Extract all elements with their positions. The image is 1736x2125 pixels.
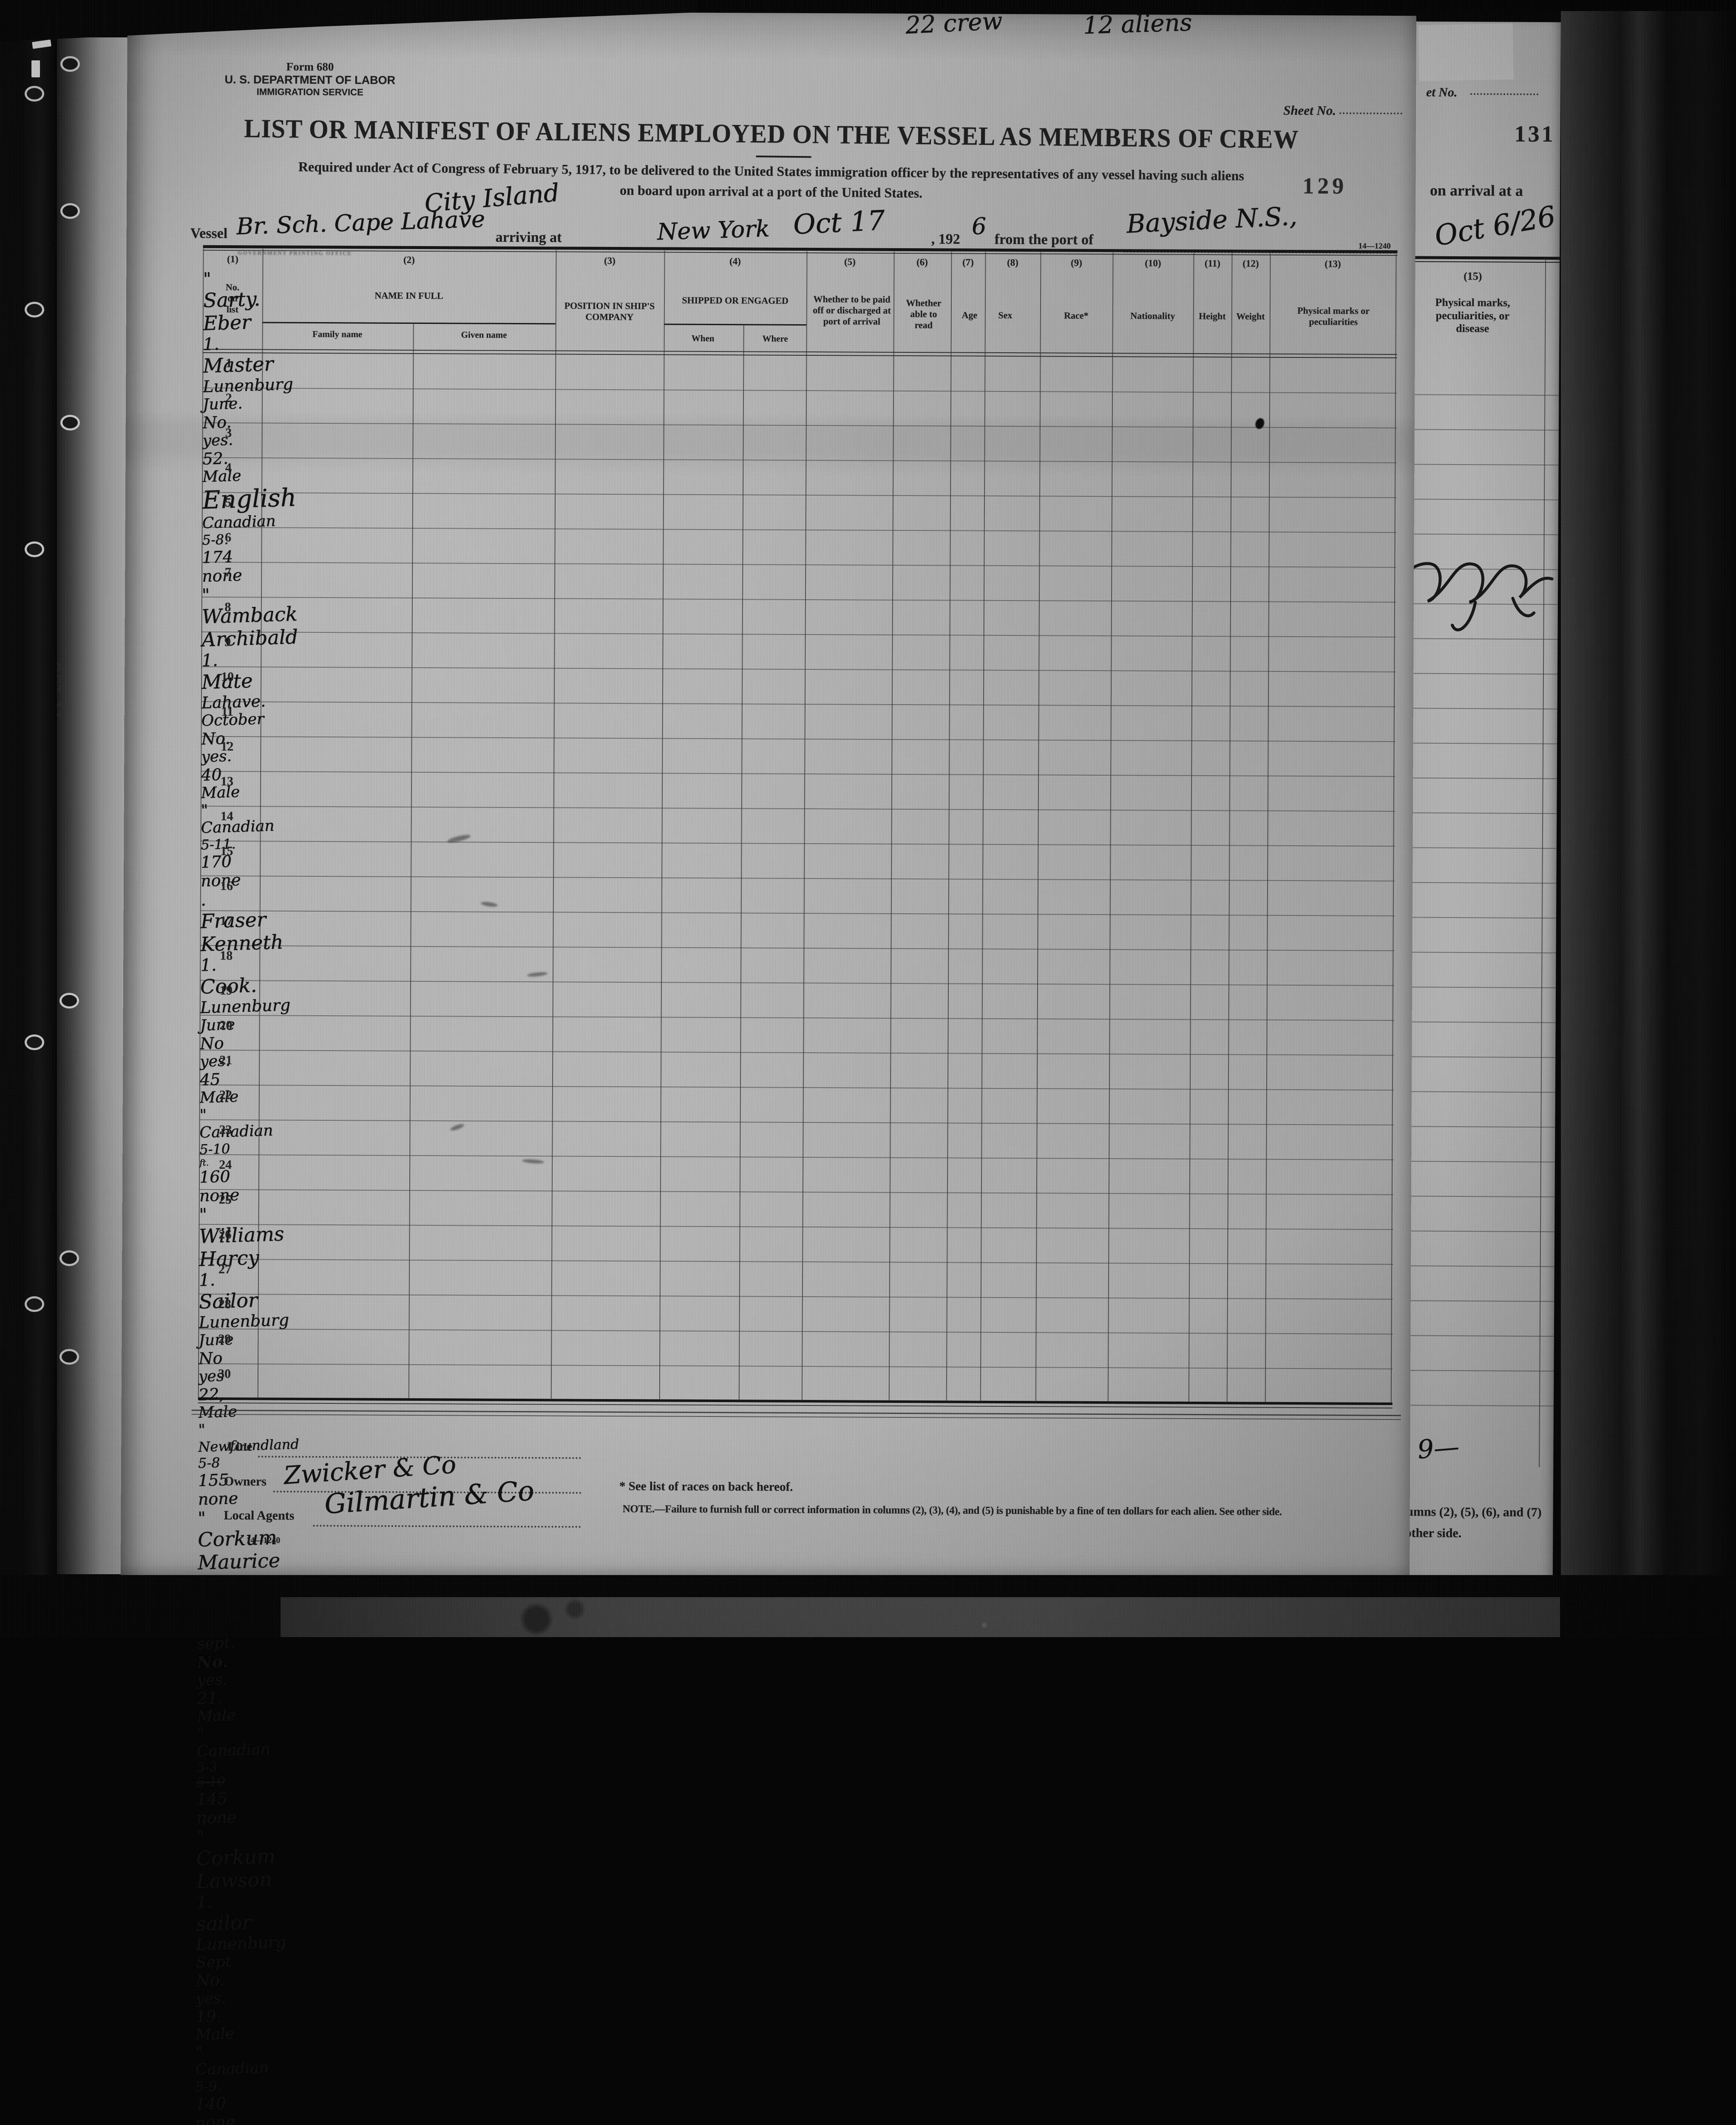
binder-hole	[60, 1349, 79, 1365]
binder-hole	[60, 993, 79, 1009]
vessel-name-handwritten: Br. Sch. Cape Lahave	[235, 205, 485, 240]
title-underline	[756, 156, 811, 158]
sheet-no-line	[1339, 112, 1402, 115]
row-number: 9	[224, 635, 231, 649]
row-number: 19	[219, 983, 233, 998]
service-name: IMMIGRATION SERVICE	[256, 86, 363, 98]
from-port-handwritten: Bayside N.S.,	[1126, 201, 1298, 239]
owners-label: Owners	[224, 1474, 267, 1489]
binder-hole	[25, 86, 44, 102]
arrival-date-handwritten: Oct 17	[792, 205, 886, 241]
row-number: 15	[220, 844, 233, 858]
row-number: 30	[218, 1366, 231, 1381]
film-edge-left	[0, 0, 57, 1637]
binder-hole	[60, 56, 80, 72]
row-number: 21	[219, 1053, 233, 1068]
plate-code-bottom: 14—1240	[246, 1536, 281, 1545]
page-number-stamp-129: 129	[1302, 173, 1347, 199]
crew-count-right: 12 aliens	[1083, 8, 1193, 40]
binder-hole	[25, 541, 44, 557]
year-digit-handwritten: 6	[971, 212, 987, 240]
line-label: Line	[227, 1439, 252, 1454]
binder-hole	[60, 415, 80, 431]
row-number: 26	[218, 1227, 232, 1242]
row-number: 14	[220, 809, 233, 824]
row-number: 10	[221, 669, 234, 684]
arriving-at-label: arriving at	[495, 229, 562, 246]
row-number: 16	[220, 878, 233, 893]
binder-hole	[25, 1034, 44, 1050]
binder-hole	[60, 203, 80, 219]
sheet-no-label: Sheet No.	[1283, 102, 1336, 118]
row-number: 8	[224, 600, 231, 615]
row-number: 11	[221, 704, 234, 719]
page-title: LIST OR MANIFEST OF ALIENS EMPLOYED ON T…	[244, 114, 1299, 154]
form-number: Form 680	[286, 60, 334, 74]
row-number: 20	[219, 1018, 233, 1033]
row-number: 29	[218, 1332, 231, 1346]
row-number: 4	[225, 461, 232, 475]
row-number: 2	[225, 391, 232, 405]
row-number: 23	[219, 1122, 232, 1137]
form-id-block: Form 680 U. S. DEPARTMENT OF LABOR IMMIG…	[191, 60, 429, 98]
row-number: 6	[225, 530, 232, 545]
footnote-races: * See list of races on back hereof.	[619, 1479, 793, 1494]
manifest-page: 22 crew 12 aliens Form 680 U. S. DEPARTM…	[120, 7, 1416, 2125]
bottom-mark-9: 9—	[1416, 1431, 1461, 1465]
row-number: 18	[220, 948, 233, 963]
row-number: 3	[225, 426, 232, 440]
arrival-port-handwritten: New York	[656, 215, 770, 246]
year-printed: , 192	[931, 231, 960, 247]
row-number: 25	[218, 1192, 232, 1207]
column-number: (1)	[227, 254, 238, 265]
row-number: 28	[218, 1297, 231, 1312]
bottom-paper-strip	[281, 1597, 1560, 1637]
row-number: 27	[218, 1262, 232, 1277]
row-number: 17	[220, 913, 233, 928]
vessel-label: Vessel	[190, 225, 228, 242]
film-edge-right	[1561, 0, 1736, 1637]
binder-hole	[25, 1296, 44, 1312]
local-agents-label: Local Agents	[224, 1508, 295, 1523]
department-name: U. S. DEPARTMENT OF LABOR	[224, 73, 396, 87]
crew-count-annotation: 22 crew 12 aliens	[905, 7, 1193, 40]
row-number: 13	[221, 774, 234, 789]
row-number: 5	[225, 496, 232, 510]
manifest-table: (1) (2) (3) (4) (5) (6) (7) (8) (9) (10) (11) (12)(…	[195, 245, 1398, 2125]
row-number: 24	[219, 1157, 232, 1172]
binder-hole	[25, 302, 44, 317]
row-number: 7	[224, 565, 231, 580]
row-number: 12	[221, 739, 234, 754]
film-mark	[31, 60, 40, 77]
bottom-note-columns: columns (2), (5), (6), and (7)	[1390, 1504, 1542, 1520]
binder-hole	[60, 1250, 79, 1266]
row-number: 22	[219, 1088, 232, 1102]
crew-count-left: 22 crew	[905, 7, 1003, 40]
